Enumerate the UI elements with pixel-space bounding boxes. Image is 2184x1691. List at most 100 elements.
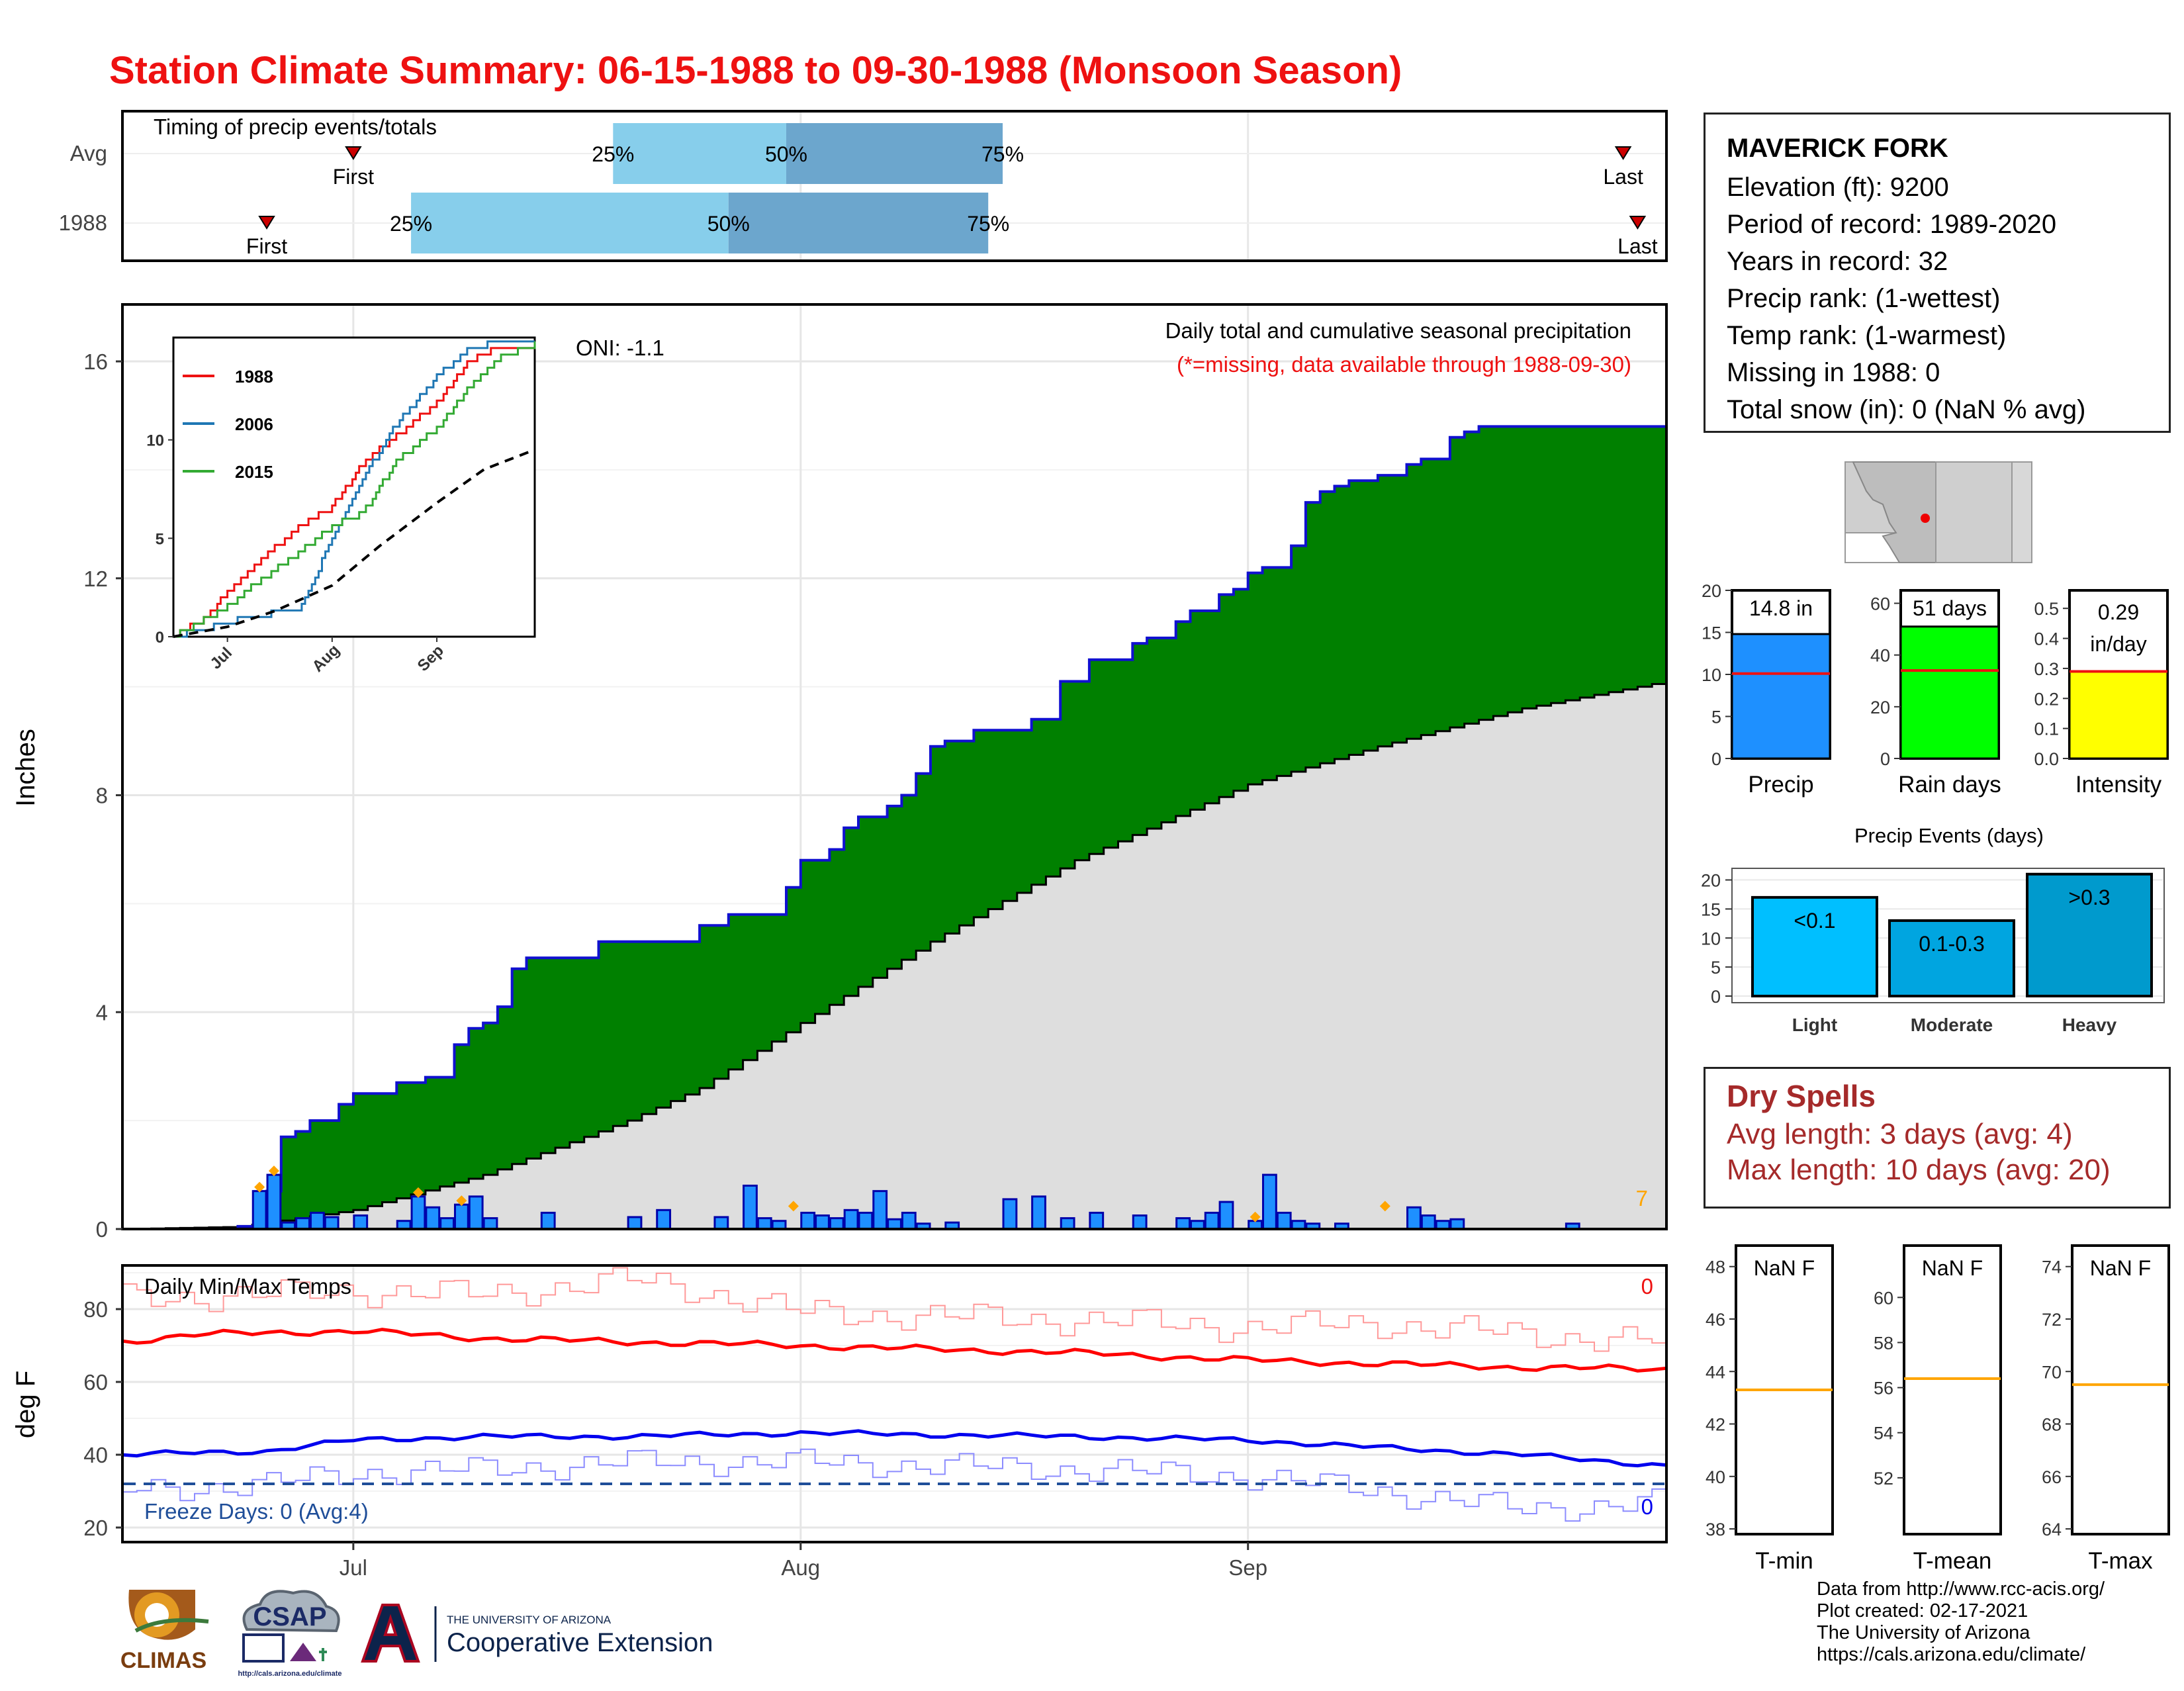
temp-y-axis-label: deg F: [11, 1371, 40, 1438]
station-missing: Missing in 1988: 0: [1727, 358, 1940, 387]
summary-category-label: Rain days: [1898, 772, 2001, 798]
daily-precip-bar: [713, 1216, 729, 1230]
daily-precip-bar: [1449, 1218, 1465, 1230]
average-cumulative-line: [122, 681, 1668, 1230]
events-bar-moderate: [1888, 919, 2015, 998]
inset-average-line: [173, 448, 535, 638]
station-total-snow: Total snow (in): 0 (NaN % avg): [1727, 395, 2086, 424]
inset-y-tick-label: 0: [156, 629, 164, 647]
missing-data-marker: [456, 1195, 467, 1207]
timing-row-label-avg: Avg: [70, 141, 107, 165]
station-period: Period of record: 1989-2020: [1727, 210, 2057, 239]
temp-summary-category-label: T-max: [2088, 1548, 2153, 1574]
timing-q25-label: 25%: [592, 142, 634, 166]
temp-summary-tick-label: 74: [2042, 1257, 2062, 1277]
timing-first-marker: [258, 216, 275, 230]
daily-precip-bar: [453, 1203, 469, 1230]
summary-tick-label: 0: [1880, 749, 1890, 769]
summary-tick-label: 0.0: [2034, 749, 2059, 769]
dry-spells-max: Max length: 10 days (avg: 20): [1727, 1154, 2111, 1186]
temp-summary-value: NaN F: [1754, 1256, 1815, 1280]
precip-y-tick-label: 8: [96, 784, 108, 808]
ua-cooperative-extension-logo: THE UNIVERSITY OF ARIZONA Cooperative Ex…: [357, 1598, 754, 1668]
daily-precip-bar: [858, 1211, 874, 1230]
temp-summary-tick-label: 58: [1874, 1333, 1893, 1353]
inset-series-line-2015: [173, 341, 536, 638]
daily-precip-bar: [353, 1214, 369, 1230]
temp-summary-frame-T-mean: [1903, 1244, 2002, 1535]
events-category-label: Light: [1792, 1015, 1837, 1035]
daily-precip-bar: [540, 1211, 556, 1230]
daily-precip-bar: [482, 1217, 498, 1230]
summary-tick-label: 0.2: [2034, 689, 2059, 709]
summary-bar-Precip: [1731, 633, 1831, 760]
daily-precip-bar: [1031, 1195, 1046, 1230]
temperature-summary-bars: NaN F 38 40 42 44 46 48 T-min NaN F 52 54 56 58 60 T-m…: [1706, 1244, 2170, 1574]
temp-summary-tick-label: 46: [1706, 1310, 1725, 1330]
page-title: Station Climate Summary: 06-15-1988 to 0…: [109, 49, 1402, 92]
events-bar-label: 0.1-0.3: [1919, 932, 1985, 956]
summary-tick-label: 40: [1870, 646, 1890, 666]
credit-line: Data from http://www.rcc-acis.org/: [1817, 1578, 2105, 1600]
missing-data-marker: [1379, 1201, 1390, 1212]
tmax-daily-line: [122, 1267, 1667, 1352]
temp-title: Daily Min/Max Temps: [144, 1274, 351, 1299]
timing-q1-bar: [411, 193, 729, 253]
daily-precip-bar: [843, 1209, 859, 1230]
daily-precip-bar: [439, 1217, 455, 1230]
missing-data-marker: [1250, 1211, 1261, 1222]
station-temp-rank: Temp rank: (1-warmest): [1727, 321, 2007, 350]
daily-precip-bar: [295, 1217, 310, 1230]
ua-logo-bottom: Cooperative Extension: [447, 1628, 713, 1657]
daily-precip-bar: [1175, 1217, 1191, 1230]
summary-category-label: Precip: [1748, 772, 1813, 798]
daily-precip-bar: [1089, 1211, 1105, 1230]
daily-precip-bar: [1060, 1217, 1075, 1230]
temp-summary-value: NaN F: [2090, 1256, 2151, 1280]
credit-line: https://cals.arizona.edu/climate/: [1817, 1644, 2086, 1665]
timing-title: Timing of precip events/totals: [154, 114, 437, 139]
credit-line: The University of Arizona: [1817, 1622, 2030, 1643]
daily-precip-bar: [410, 1195, 426, 1230]
tmax-average-line: [122, 1328, 1667, 1373]
temp-summary-value: NaN F: [1922, 1256, 1983, 1280]
temp-summary-tick-label: 68: [2042, 1415, 2062, 1435]
tmin-average-line: [122, 1429, 1667, 1468]
daily-precip-bar: [1261, 1173, 1277, 1230]
credit-line: Plot created: 02-17-2021: [1817, 1600, 2028, 1622]
csap-logo-text: CSAP: [253, 1602, 326, 1631]
timing-q50-label: 50%: [765, 142, 807, 166]
station-info-panel: MAVERICK FORK Elevation (ft): 9200 Perio…: [1704, 113, 2171, 433]
temp-summary-tick-label: 44: [1706, 1362, 1725, 1382]
temp-summary-tick-label: 70: [2042, 1362, 2062, 1382]
timing-q25-label: 25%: [390, 212, 432, 236]
daily-precip-bar: [1204, 1211, 1220, 1230]
daily-precip-bar: [800, 1211, 816, 1230]
station-years: Years in record: 32: [1727, 247, 1948, 276]
daily-precip-bar: [743, 1184, 758, 1230]
daily-precip-bar: [1002, 1198, 1018, 1230]
climas-logo: CLIMAS: [109, 1583, 218, 1682]
temp-summary-tick-label: 56: [1874, 1379, 1893, 1398]
temp-summary-category-label: T-mean: [1913, 1548, 1992, 1574]
summary-tick-label: 0.3: [2034, 659, 2059, 679]
temp-y-tick-label: 40: [83, 1443, 108, 1467]
timing-row-label-year: 1988: [59, 210, 107, 235]
daily-precip-bar: [309, 1211, 325, 1230]
precip-y-tick-label: 0: [96, 1217, 108, 1242]
events-bar-label: >0.3: [2068, 886, 2110, 909]
station-precip-rank: Precip rank: (1-wettest): [1727, 284, 2001, 313]
summary-value-label: 51 days: [1913, 596, 1987, 620]
inset-y-tick-label: 10: [146, 432, 164, 450]
station-name: MAVERICK FORK: [1727, 134, 1948, 163]
precip-y-tick-label: 12: [83, 567, 108, 591]
precip-events-chart: Precip Events (days) 0 5 10 15 20 <0.1 Light 0.…: [1701, 824, 2165, 1035]
timing-last-label: Last: [1603, 165, 1643, 189]
summary-value-label: 0.29: [2098, 600, 2139, 624]
temp-x-tick-label: Jul: [340, 1555, 367, 1580]
summary-tick-label: 20: [1870, 698, 1890, 717]
summary-tick-label: 0.4: [2034, 629, 2059, 649]
station-location-dot: [1921, 514, 1930, 523]
precip-panel: 0 4 8 12 16 Inches ONI: -1.1 Daily total and…: [11, 303, 1668, 1242]
